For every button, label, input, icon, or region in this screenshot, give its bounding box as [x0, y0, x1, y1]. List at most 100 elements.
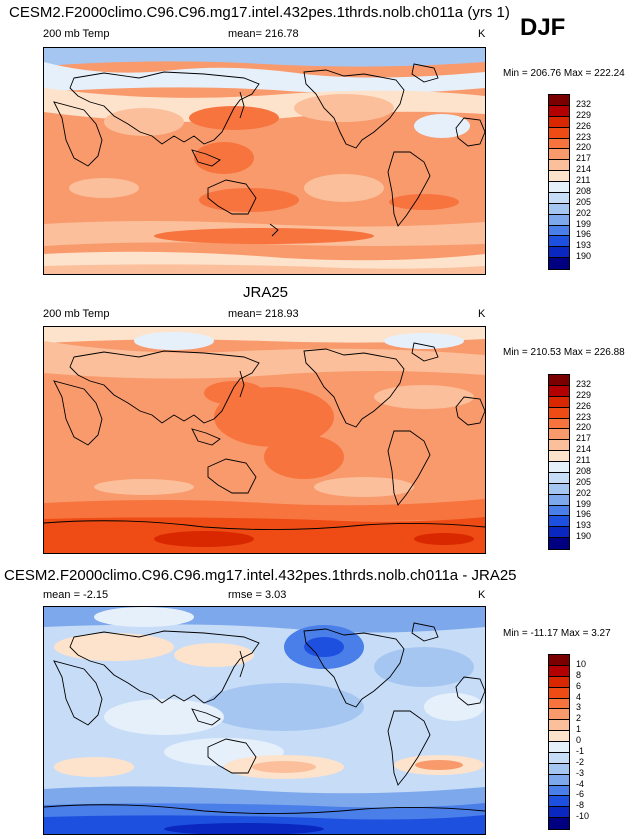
colorbar-segment — [549, 818, 569, 829]
colorbar-segment — [549, 182, 569, 193]
colorbar-tick-label: 232 — [576, 98, 592, 109]
colorbar-segment — [549, 731, 569, 742]
panel-model-mean: mean= 216.78 — [228, 28, 299, 40]
colorbar-segment — [549, 160, 569, 172]
panel-diff-colorbar — [548, 654, 570, 830]
colorbar-tick-label: 199 — [576, 218, 592, 229]
colorbar-segment — [549, 429, 569, 441]
panel-diff-rmse: rmse = 3.03 — [228, 589, 287, 601]
colorbar-segment — [549, 655, 569, 666]
colorbar-tick-label: -10 — [576, 811, 590, 822]
panel-obs-title: JRA25 — [243, 284, 289, 301]
colorbar-segment — [549, 225, 569, 237]
panel-obs-variable: 200 mb Temp — [43, 308, 110, 320]
colorbar-tick-label: 211 — [576, 175, 591, 185]
colorbar-tick-label: 3 — [576, 702, 582, 713]
colorbar-segment — [549, 742, 569, 753]
colorbar-segment — [549, 483, 569, 495]
colorbar-segment — [549, 752, 569, 764]
colorbar-segment — [549, 665, 569, 677]
colorbar-tick-label: 211 — [576, 455, 591, 465]
panel-diff-field — [44, 607, 485, 834]
colorbar-segment — [549, 807, 569, 819]
colorbar-segment — [549, 676, 569, 688]
colorbar-segment — [549, 698, 569, 710]
colorbar-tick-label: 202 — [576, 487, 592, 498]
colorbar-segment — [549, 95, 569, 106]
colorbar-tick-label: -3 — [576, 767, 585, 778]
colorbar-tick-label: 196 — [576, 509, 592, 520]
season-label: DJF — [520, 14, 566, 41]
colorbar-tick-label: 205 — [576, 476, 592, 487]
colorbar-segment — [549, 472, 569, 484]
colorbar-segment — [549, 451, 569, 462]
panel-diff-mean: mean = -2.15 — [43, 589, 109, 601]
colorbar-segment — [549, 440, 569, 452]
panel-diff-units: K — [478, 589, 486, 601]
panel-model-map — [43, 47, 486, 275]
colorbar-tick-label: 217 — [576, 153, 592, 164]
colorbar-tick-label: 229 — [576, 389, 592, 400]
panel-model-minmax: Min = 206.76 Max = 222.24 — [503, 68, 625, 79]
colorbar-segment — [549, 116, 569, 128]
panel-model-field — [44, 48, 485, 274]
colorbar-tick-label: 208 — [576, 465, 592, 476]
colorbar-segment — [549, 385, 569, 397]
colorbar-tick-label: 4 — [576, 691, 582, 702]
colorbar-segment — [549, 396, 569, 408]
colorbar-tick-label: 205 — [576, 196, 592, 207]
colorbar-tick-label: 10 — [576, 658, 587, 669]
colorbar-segment — [549, 258, 569, 269]
panel-obs-map — [43, 326, 486, 554]
colorbar-tick-label: 226 — [576, 400, 592, 411]
colorbar-tick-label: 214 — [576, 164, 592, 175]
colorbar-segment — [549, 171, 569, 182]
colorbar-segment — [549, 375, 569, 386]
colorbar-tick-label: 190 — [576, 531, 592, 542]
colorbar-tick-label: 0 — [576, 735, 582, 745]
colorbar-tick-label: 1 — [576, 724, 582, 735]
colorbar-tick-label: 220 — [576, 142, 592, 153]
colorbar-tick-label: 226 — [576, 120, 592, 131]
panel-model-colorbar — [548, 94, 570, 270]
panel-model-variable: 200 mb Temp — [43, 28, 110, 40]
colorbar-tick-label: -8 — [576, 800, 585, 811]
panel-model-units: K — [478, 28, 486, 40]
colorbar-segment — [549, 138, 569, 150]
colorbar-segment — [549, 247, 569, 259]
panel-obs-mean: mean= 218.93 — [228, 308, 299, 320]
panel-obs-units: K — [478, 308, 486, 320]
panel-diff-map — [43, 606, 486, 835]
panel-model-title: CESM2.F2000climo.C96.C96.mg17.intel.432p… — [9, 4, 510, 21]
colorbar-segment — [549, 538, 569, 549]
colorbar-segment — [549, 720, 569, 732]
colorbar-tick-label: 208 — [576, 185, 592, 196]
colorbar-tick-label: 223 — [576, 411, 592, 422]
colorbar-segment — [549, 203, 569, 215]
colorbar-segment — [549, 407, 569, 419]
panel-obs-minmax: Min = 210.53 Max = 226.88 — [503, 347, 625, 358]
colorbar-segment — [549, 236, 569, 248]
colorbar-tick-label: 2 — [576, 713, 582, 724]
colorbar-tick-label: 232 — [576, 378, 592, 389]
colorbar-tick-label: -4 — [576, 778, 585, 789]
colorbar-segment — [549, 687, 569, 699]
colorbar-segment — [549, 462, 569, 473]
colorbar-tick-label: -1 — [576, 745, 585, 756]
colorbar-tick-label: 196 — [576, 229, 592, 240]
colorbar-tick-label: 190 — [576, 251, 592, 262]
colorbar-segment — [549, 785, 569, 797]
colorbar-tick-label: 199 — [576, 498, 592, 509]
colorbar-segment — [549, 516, 569, 528]
colorbar-tick-label: 223 — [576, 131, 592, 142]
panel-obs-field — [44, 327, 485, 553]
colorbar-segment — [549, 505, 569, 517]
colorbar-tick-label: 8 — [576, 669, 582, 680]
colorbar-segment — [549, 494, 569, 506]
colorbar-segment — [549, 214, 569, 226]
colorbar-tick-label: -6 — [576, 789, 585, 800]
colorbar-segment — [549, 796, 569, 808]
colorbar-tick-label: 193 — [576, 240, 592, 251]
colorbar-segment — [549, 763, 569, 775]
colorbar-tick-label: 202 — [576, 207, 592, 218]
